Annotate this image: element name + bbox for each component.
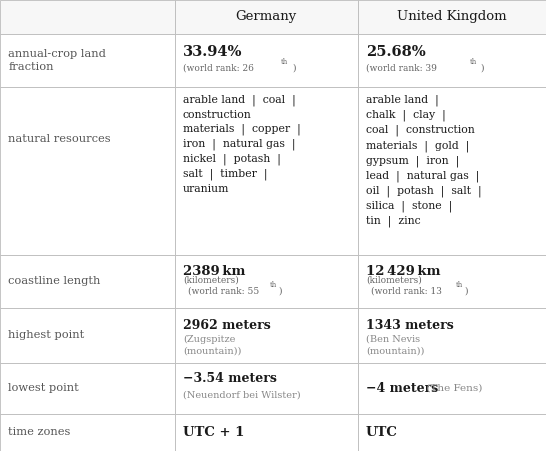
Bar bbox=[358, 308, 546, 363]
Text: arable land  |  coal  |
construction
materials  |  copper  |
iron  |  natural ga: arable land | coal | construction materi… bbox=[183, 95, 301, 194]
Text: ): ) bbox=[480, 64, 484, 73]
Text: (world rank: 39: (world rank: 39 bbox=[366, 64, 437, 73]
Text: annual-crop land
fraction: annual-crop land fraction bbox=[8, 49, 106, 72]
Text: (kilometers): (kilometers) bbox=[183, 276, 239, 285]
Text: (world rank: 13: (world rank: 13 bbox=[371, 287, 442, 295]
Text: natural resources: natural resources bbox=[8, 134, 111, 144]
Bar bbox=[0, 0, 175, 34]
Text: 25.68%: 25.68% bbox=[366, 45, 425, 59]
Text: United Kingdom: United Kingdom bbox=[397, 10, 507, 23]
Text: lowest point: lowest point bbox=[8, 383, 79, 393]
Text: th: th bbox=[281, 59, 288, 66]
Bar bbox=[175, 34, 358, 87]
Bar bbox=[175, 363, 358, 414]
Text: (world rank: 26: (world rank: 26 bbox=[183, 64, 254, 73]
Bar bbox=[358, 34, 546, 87]
Text: UTC + 1: UTC + 1 bbox=[183, 426, 244, 439]
Bar bbox=[358, 414, 546, 451]
Bar bbox=[175, 0, 358, 34]
Text: time zones: time zones bbox=[8, 427, 70, 437]
Text: 1343 meters: 1343 meters bbox=[366, 319, 454, 332]
Text: (The Fens): (The Fens) bbox=[423, 384, 483, 393]
Text: (world rank: 55: (world rank: 55 bbox=[188, 287, 259, 295]
Text: Germany: Germany bbox=[235, 10, 297, 23]
Text: ): ) bbox=[464, 287, 467, 295]
Text: ): ) bbox=[278, 287, 282, 295]
Text: UTC: UTC bbox=[366, 426, 397, 439]
Bar bbox=[175, 308, 358, 363]
Text: th: th bbox=[470, 59, 477, 66]
Bar bbox=[0, 87, 175, 255]
Bar bbox=[0, 34, 175, 87]
Text: arable land  |
chalk  |  clay  |
coal  |  construction
materials  |  gold  |
gyp: arable land | chalk | clay | coal | cons… bbox=[366, 95, 482, 227]
Text: highest point: highest point bbox=[8, 330, 85, 341]
Text: 12 429 km: 12 429 km bbox=[366, 265, 440, 278]
Text: 2962 meters: 2962 meters bbox=[183, 319, 271, 332]
Bar bbox=[358, 87, 546, 255]
Bar bbox=[358, 363, 546, 414]
Bar bbox=[175, 414, 358, 451]
Text: (Neuendorf bei Wilster): (Neuendorf bei Wilster) bbox=[183, 391, 300, 400]
Text: −3.54 meters: −3.54 meters bbox=[183, 372, 277, 385]
Text: th: th bbox=[456, 281, 463, 289]
Text: th: th bbox=[270, 281, 277, 289]
Bar bbox=[175, 255, 358, 308]
Text: (Zugspitze
(mountain)): (Zugspitze (mountain)) bbox=[183, 335, 241, 355]
Bar bbox=[0, 255, 175, 308]
Text: −4 meters: −4 meters bbox=[366, 382, 438, 395]
Bar bbox=[358, 0, 546, 34]
Bar bbox=[0, 414, 175, 451]
Text: ): ) bbox=[292, 64, 295, 73]
Text: (Ben Nevis
(mountain)): (Ben Nevis (mountain)) bbox=[366, 335, 424, 355]
Bar bbox=[358, 255, 546, 308]
Bar bbox=[0, 308, 175, 363]
Bar bbox=[0, 363, 175, 414]
Text: (kilometers): (kilometers) bbox=[366, 276, 422, 285]
Text: coastline length: coastline length bbox=[8, 276, 100, 286]
Text: 33.94%: 33.94% bbox=[183, 45, 242, 59]
Text: 2389 km: 2389 km bbox=[183, 265, 245, 278]
Bar bbox=[175, 87, 358, 255]
